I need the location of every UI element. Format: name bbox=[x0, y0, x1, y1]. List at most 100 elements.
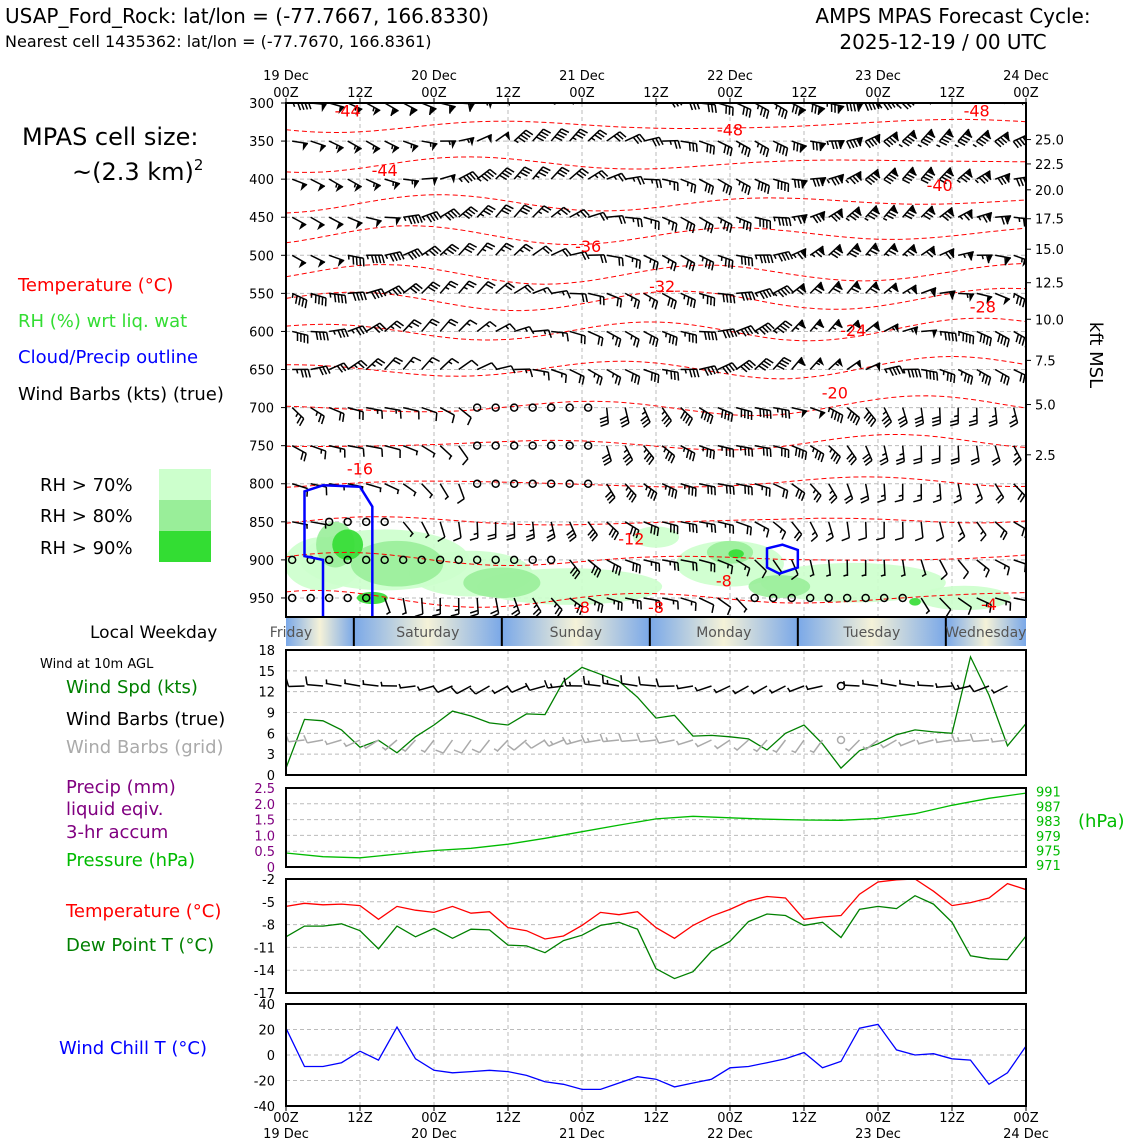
wind-barb-grid bbox=[675, 739, 694, 746]
barb-full bbox=[883, 418, 891, 425]
barb-full bbox=[747, 326, 754, 335]
barb-staff bbox=[677, 685, 694, 690]
wind-barb-350 bbox=[772, 140, 789, 157]
barb-staff bbox=[624, 407, 630, 424]
legend-temperature: Temperature (°C) bbox=[17, 275, 173, 296]
barb-staff bbox=[478, 739, 491, 754]
wind-barb-700 bbox=[546, 403, 556, 412]
barb-full bbox=[360, 359, 368, 367]
wind-barb-true bbox=[990, 685, 1008, 694]
barb-staff bbox=[680, 140, 697, 145]
wind-barb-true bbox=[968, 684, 990, 693]
barb-full bbox=[860, 495, 869, 501]
wind-barb-850 bbox=[453, 521, 462, 542]
barb-full bbox=[606, 493, 614, 501]
barb-flag bbox=[877, 103, 881, 110]
barb-full bbox=[540, 168, 549, 174]
barb-full bbox=[503, 207, 512, 212]
barb-full bbox=[946, 171, 955, 177]
barb-full bbox=[358, 326, 365, 335]
barb-half bbox=[663, 448, 667, 453]
barb-full bbox=[759, 291, 765, 300]
barb-staff bbox=[772, 521, 786, 533]
wind-barb-300 bbox=[772, 103, 788, 120]
top-tick-date: 20 Dec bbox=[411, 69, 457, 84]
barb-full bbox=[506, 533, 515, 538]
barb-staff bbox=[329, 328, 346, 333]
barb-full bbox=[603, 460, 612, 466]
barb-flag bbox=[391, 145, 400, 154]
pressure-tick-label: 975 bbox=[1036, 844, 1061, 859]
barb-full bbox=[643, 421, 651, 428]
barb-full bbox=[566, 333, 569, 342]
barb-full bbox=[562, 91, 569, 95]
barb-full bbox=[969, 733, 974, 742]
barb-full bbox=[599, 213, 606, 221]
barb-full bbox=[604, 490, 612, 498]
barb-staff bbox=[495, 282, 509, 294]
barb-full bbox=[524, 682, 531, 691]
barb-staff bbox=[957, 128, 970, 142]
barb-staff bbox=[495, 365, 512, 371]
barb-staff bbox=[772, 559, 783, 574]
barb-full bbox=[538, 133, 547, 139]
wind-barb-400 bbox=[698, 178, 715, 195]
wind-barb-500 bbox=[643, 254, 659, 271]
barb-full bbox=[855, 417, 861, 426]
barb-full bbox=[554, 136, 563, 142]
barb-full bbox=[757, 181, 761, 190]
pressure-tick-label: 650 bbox=[249, 364, 274, 379]
barb-half bbox=[743, 608, 747, 613]
wind-barb-500 bbox=[310, 254, 326, 268]
barb-full bbox=[686, 296, 690, 306]
calm-circle bbox=[565, 441, 574, 450]
barb-full bbox=[577, 131, 586, 137]
barb-flag bbox=[872, 243, 880, 252]
barb-full bbox=[877, 498, 886, 503]
barb-flag bbox=[395, 217, 401, 226]
barb-staff bbox=[995, 254, 1012, 259]
barb-full bbox=[379, 322, 387, 330]
barb-full bbox=[692, 369, 697, 378]
barb-full bbox=[725, 294, 729, 303]
barb-full bbox=[792, 141, 796, 151]
barb-full bbox=[591, 534, 598, 542]
pressure-unit-label: (hPa) bbox=[1078, 811, 1125, 832]
barb-staff bbox=[736, 483, 752, 488]
barb-half bbox=[985, 602, 988, 607]
barb-half bbox=[444, 496, 449, 501]
isotherm bbox=[286, 355, 1026, 380]
barb-flag bbox=[875, 362, 881, 372]
wind-barb-800 bbox=[384, 483, 400, 495]
wind-barb-500 bbox=[828, 243, 844, 259]
barb-full bbox=[602, 457, 611, 463]
barb-full bbox=[633, 298, 637, 308]
wind-barb-400 bbox=[291, 178, 308, 191]
barb-staff bbox=[476, 281, 489, 294]
barb-staff bbox=[421, 406, 438, 414]
wind-barb-950 bbox=[287, 593, 297, 603]
barb-staff bbox=[587, 559, 602, 571]
barb-full bbox=[344, 328, 349, 338]
barb-staff bbox=[735, 178, 751, 188]
barb-full bbox=[656, 527, 660, 537]
barb-full bbox=[525, 243, 534, 250]
barb-staff bbox=[569, 559, 581, 573]
calm-circle bbox=[583, 403, 593, 412]
wind-barb-950 bbox=[920, 597, 931, 615]
wind-barb-850 bbox=[310, 521, 327, 529]
bottom-tick-date: 22 Dec bbox=[707, 1127, 753, 1140]
barb-full bbox=[762, 254, 767, 264]
barb-half bbox=[493, 748, 499, 752]
wind-barb-950 bbox=[450, 597, 460, 617]
barb-half bbox=[611, 373, 615, 378]
wind-barb-300 bbox=[735, 103, 752, 118]
wind-barb-650 bbox=[772, 356, 792, 371]
barb-staff bbox=[994, 483, 1005, 498]
barb-full bbox=[885, 214, 894, 220]
barb-staff bbox=[994, 330, 1010, 340]
wind-barb-800 bbox=[491, 479, 500, 488]
precip-label-1: Precip (mm) bbox=[66, 777, 176, 798]
barb-full bbox=[381, 254, 385, 264]
barb-full bbox=[641, 418, 650, 425]
